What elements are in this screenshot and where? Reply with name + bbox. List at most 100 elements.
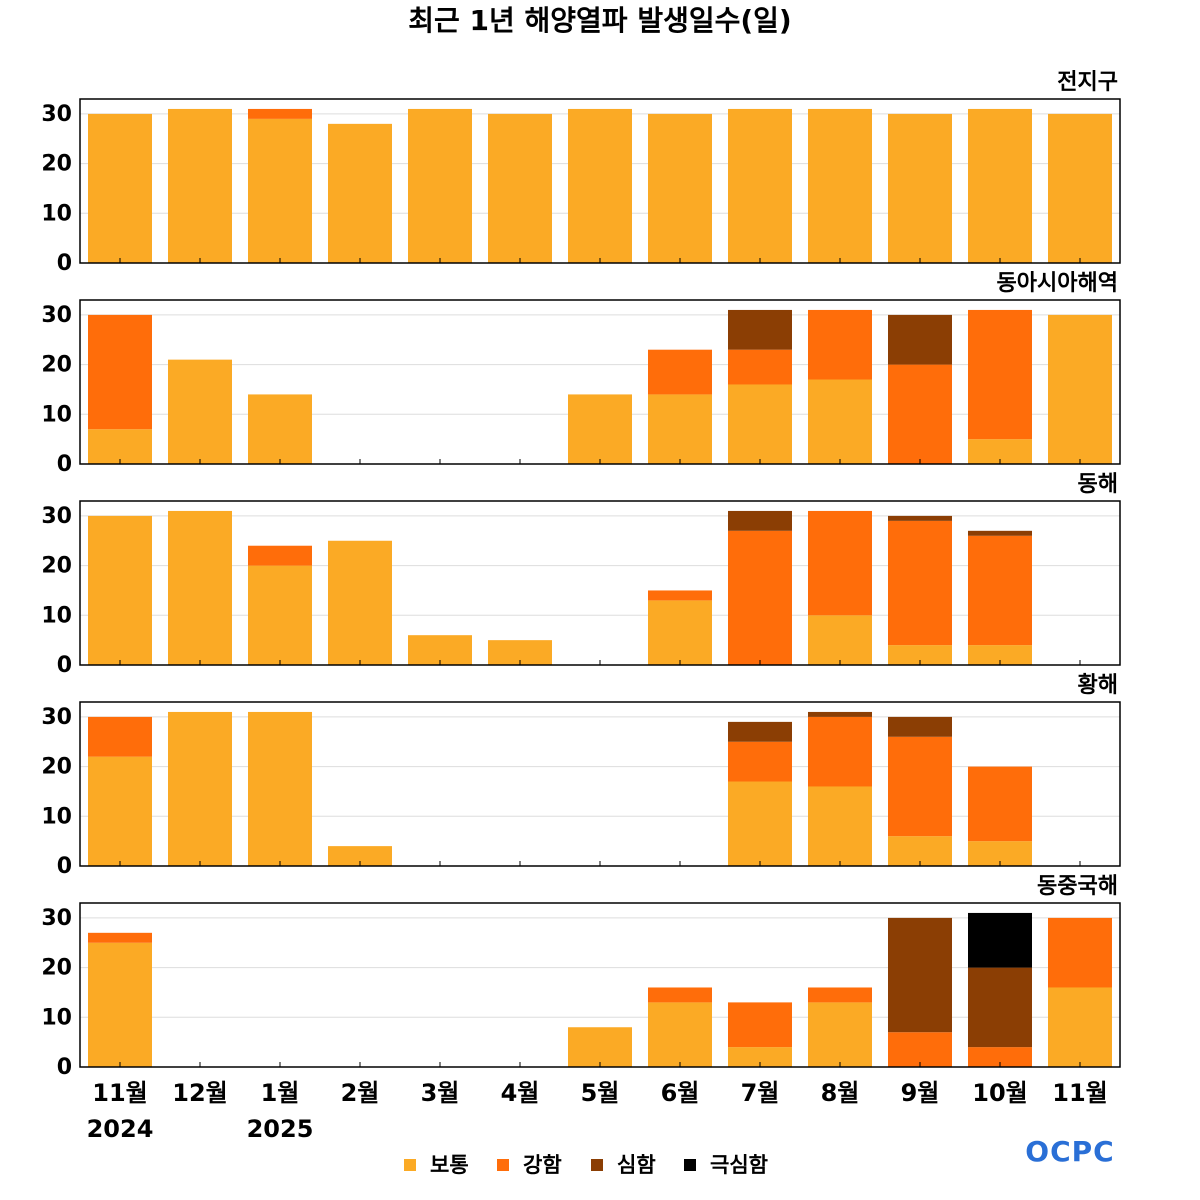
bar-segment: 보통 <box>808 379 872 464</box>
bar-segment: 보통 <box>168 510 232 665</box>
bar-segment: 보통 <box>728 1047 792 1067</box>
bar-segment: 보통 <box>328 540 392 665</box>
bar-segment: 심함 <box>728 721 792 742</box>
bar-segment: 심함 <box>888 515 952 521</box>
legend-swatch <box>684 1159 696 1171</box>
bar-segment: 강함 <box>968 535 1032 646</box>
y-tick-label: 20 <box>41 755 72 780</box>
x-tick-label: 2월 <box>341 1079 380 1107</box>
x-tick-label: 9월 <box>901 1079 940 1107</box>
legend-swatch <box>497 1159 509 1171</box>
x-tick-label: 8월 <box>821 1079 860 1107</box>
chart-title: 최근 1년 해양열파 발생일수(일) <box>408 4 791 37</box>
y-tick-label: 20 <box>41 554 72 579</box>
x-tick-label: 10월 <box>972 1079 1027 1107</box>
plot-frame <box>79 701 1121 867</box>
plot-frame <box>79 500 1121 666</box>
bar-segment: 보통 <box>728 108 792 263</box>
x-tick-label: 5월 <box>581 1079 620 1107</box>
bar-segment: 강함 <box>248 108 312 119</box>
bar-segment: 강함 <box>888 1032 952 1067</box>
legend-label: 심함 <box>617 1153 656 1177</box>
bar-segment: 심함 <box>728 510 792 531</box>
y-tick-label: 0 <box>57 653 72 678</box>
bar-segment: 보통 <box>168 108 232 263</box>
bar-segment: 보통 <box>568 1027 632 1067</box>
bar-segment: 보통 <box>248 565 312 665</box>
x-tick-label: 4월 <box>501 1079 540 1107</box>
x-tick-label: 1월 <box>261 1079 300 1107</box>
y-tick-label: 20 <box>41 353 72 378</box>
x-tick-label: 12월 <box>172 1079 227 1107</box>
x-tick-label: 11월 <box>1052 1079 1107 1107</box>
y-tick-label: 10 <box>41 201 72 226</box>
y-tick-label: 10 <box>41 402 72 427</box>
bar-segment: 심함 <box>808 711 872 717</box>
bar-segment: 강함 <box>648 987 712 1003</box>
bar-segment: 강함 <box>728 349 792 385</box>
legend-label: 강함 <box>523 1153 562 1177</box>
bar-segment: 심함 <box>968 967 1032 1048</box>
bar-segment: 강함 <box>968 309 1032 440</box>
bar-segment: 강함 <box>968 1047 1032 1067</box>
bar-segment: 심함 <box>888 716 952 737</box>
logo: OCPC <box>1025 1135 1114 1168</box>
y-tick-label: 0 <box>57 1055 72 1080</box>
bar-segment: 강함 <box>808 716 872 787</box>
bar-segment: 보통 <box>968 108 1032 263</box>
x-tick-label: 7월 <box>741 1079 780 1107</box>
legend-label: 극심함 <box>710 1153 768 1177</box>
bar-segment: 강함 <box>888 520 952 646</box>
bar-segment: 심함 <box>888 917 952 1033</box>
bar-segment: 보통 <box>88 515 152 665</box>
y-tick-label: 10 <box>41 804 72 829</box>
panel-title: 전지구 <box>1057 70 1118 95</box>
bar-segment: 심함 <box>888 314 952 365</box>
bar-segment: 강함 <box>728 741 792 782</box>
x-year-label: 2024 <box>87 1115 154 1143</box>
bar-segment: 강함 <box>88 716 152 757</box>
bar-segment: 심함 <box>728 309 792 350</box>
bar-segment: 강함 <box>888 736 952 837</box>
bar-segment: 보통 <box>968 645 1032 665</box>
bar-segment: 강함 <box>248 545 312 566</box>
bar-segment: 보통 <box>1048 314 1112 464</box>
bar-segment: 강함 <box>728 530 792 665</box>
bar-segment: 보통 <box>88 756 152 866</box>
bar-segment: 심함 <box>968 530 1032 536</box>
bar-segment: 강함 <box>88 932 152 943</box>
bar-segment: 강함 <box>648 349 712 395</box>
panel-title: 동중국해 <box>1037 874 1118 899</box>
bar-segment: 보통 <box>808 1002 872 1067</box>
bar-segment: 강함 <box>648 590 712 601</box>
y-tick-label: 30 <box>41 906 72 931</box>
bar-segment: 보통 <box>648 1002 712 1067</box>
bar-segment: 보통 <box>408 108 472 263</box>
bar-segment: 보통 <box>728 781 792 866</box>
y-tick-label: 10 <box>41 1005 72 1030</box>
bar-segment: 보통 <box>808 786 872 866</box>
bar-segment: 강함 <box>968 766 1032 842</box>
y-tick-label: 30 <box>41 504 72 529</box>
bar-segment: 보통 <box>328 846 392 866</box>
x-tick-label: 6월 <box>661 1079 700 1107</box>
bar-segment: 보통 <box>1048 987 1112 1067</box>
y-tick-label: 0 <box>57 854 72 879</box>
panel-title: 황해 <box>1078 673 1118 698</box>
bar-segment: 강함 <box>88 314 152 430</box>
x-year-label: 2025 <box>247 1115 314 1143</box>
bar-segment: 보통 <box>88 429 152 464</box>
y-tick-label: 20 <box>41 956 72 981</box>
bar-segment: 극심함 <box>968 912 1032 968</box>
y-tick-label: 0 <box>57 452 72 477</box>
bar-segment: 보통 <box>88 942 152 1067</box>
bar-segment: 보통 <box>568 108 632 263</box>
bar-segment: 보통 <box>88 113 152 263</box>
bar-segment: 보통 <box>168 711 232 866</box>
bar-segment: 보통 <box>648 394 712 464</box>
bar-segment: 강함 <box>808 309 872 380</box>
y-tick-label: 30 <box>41 705 72 730</box>
bar-segment: 보통 <box>728 384 792 464</box>
bar-segment: 보통 <box>248 711 312 866</box>
